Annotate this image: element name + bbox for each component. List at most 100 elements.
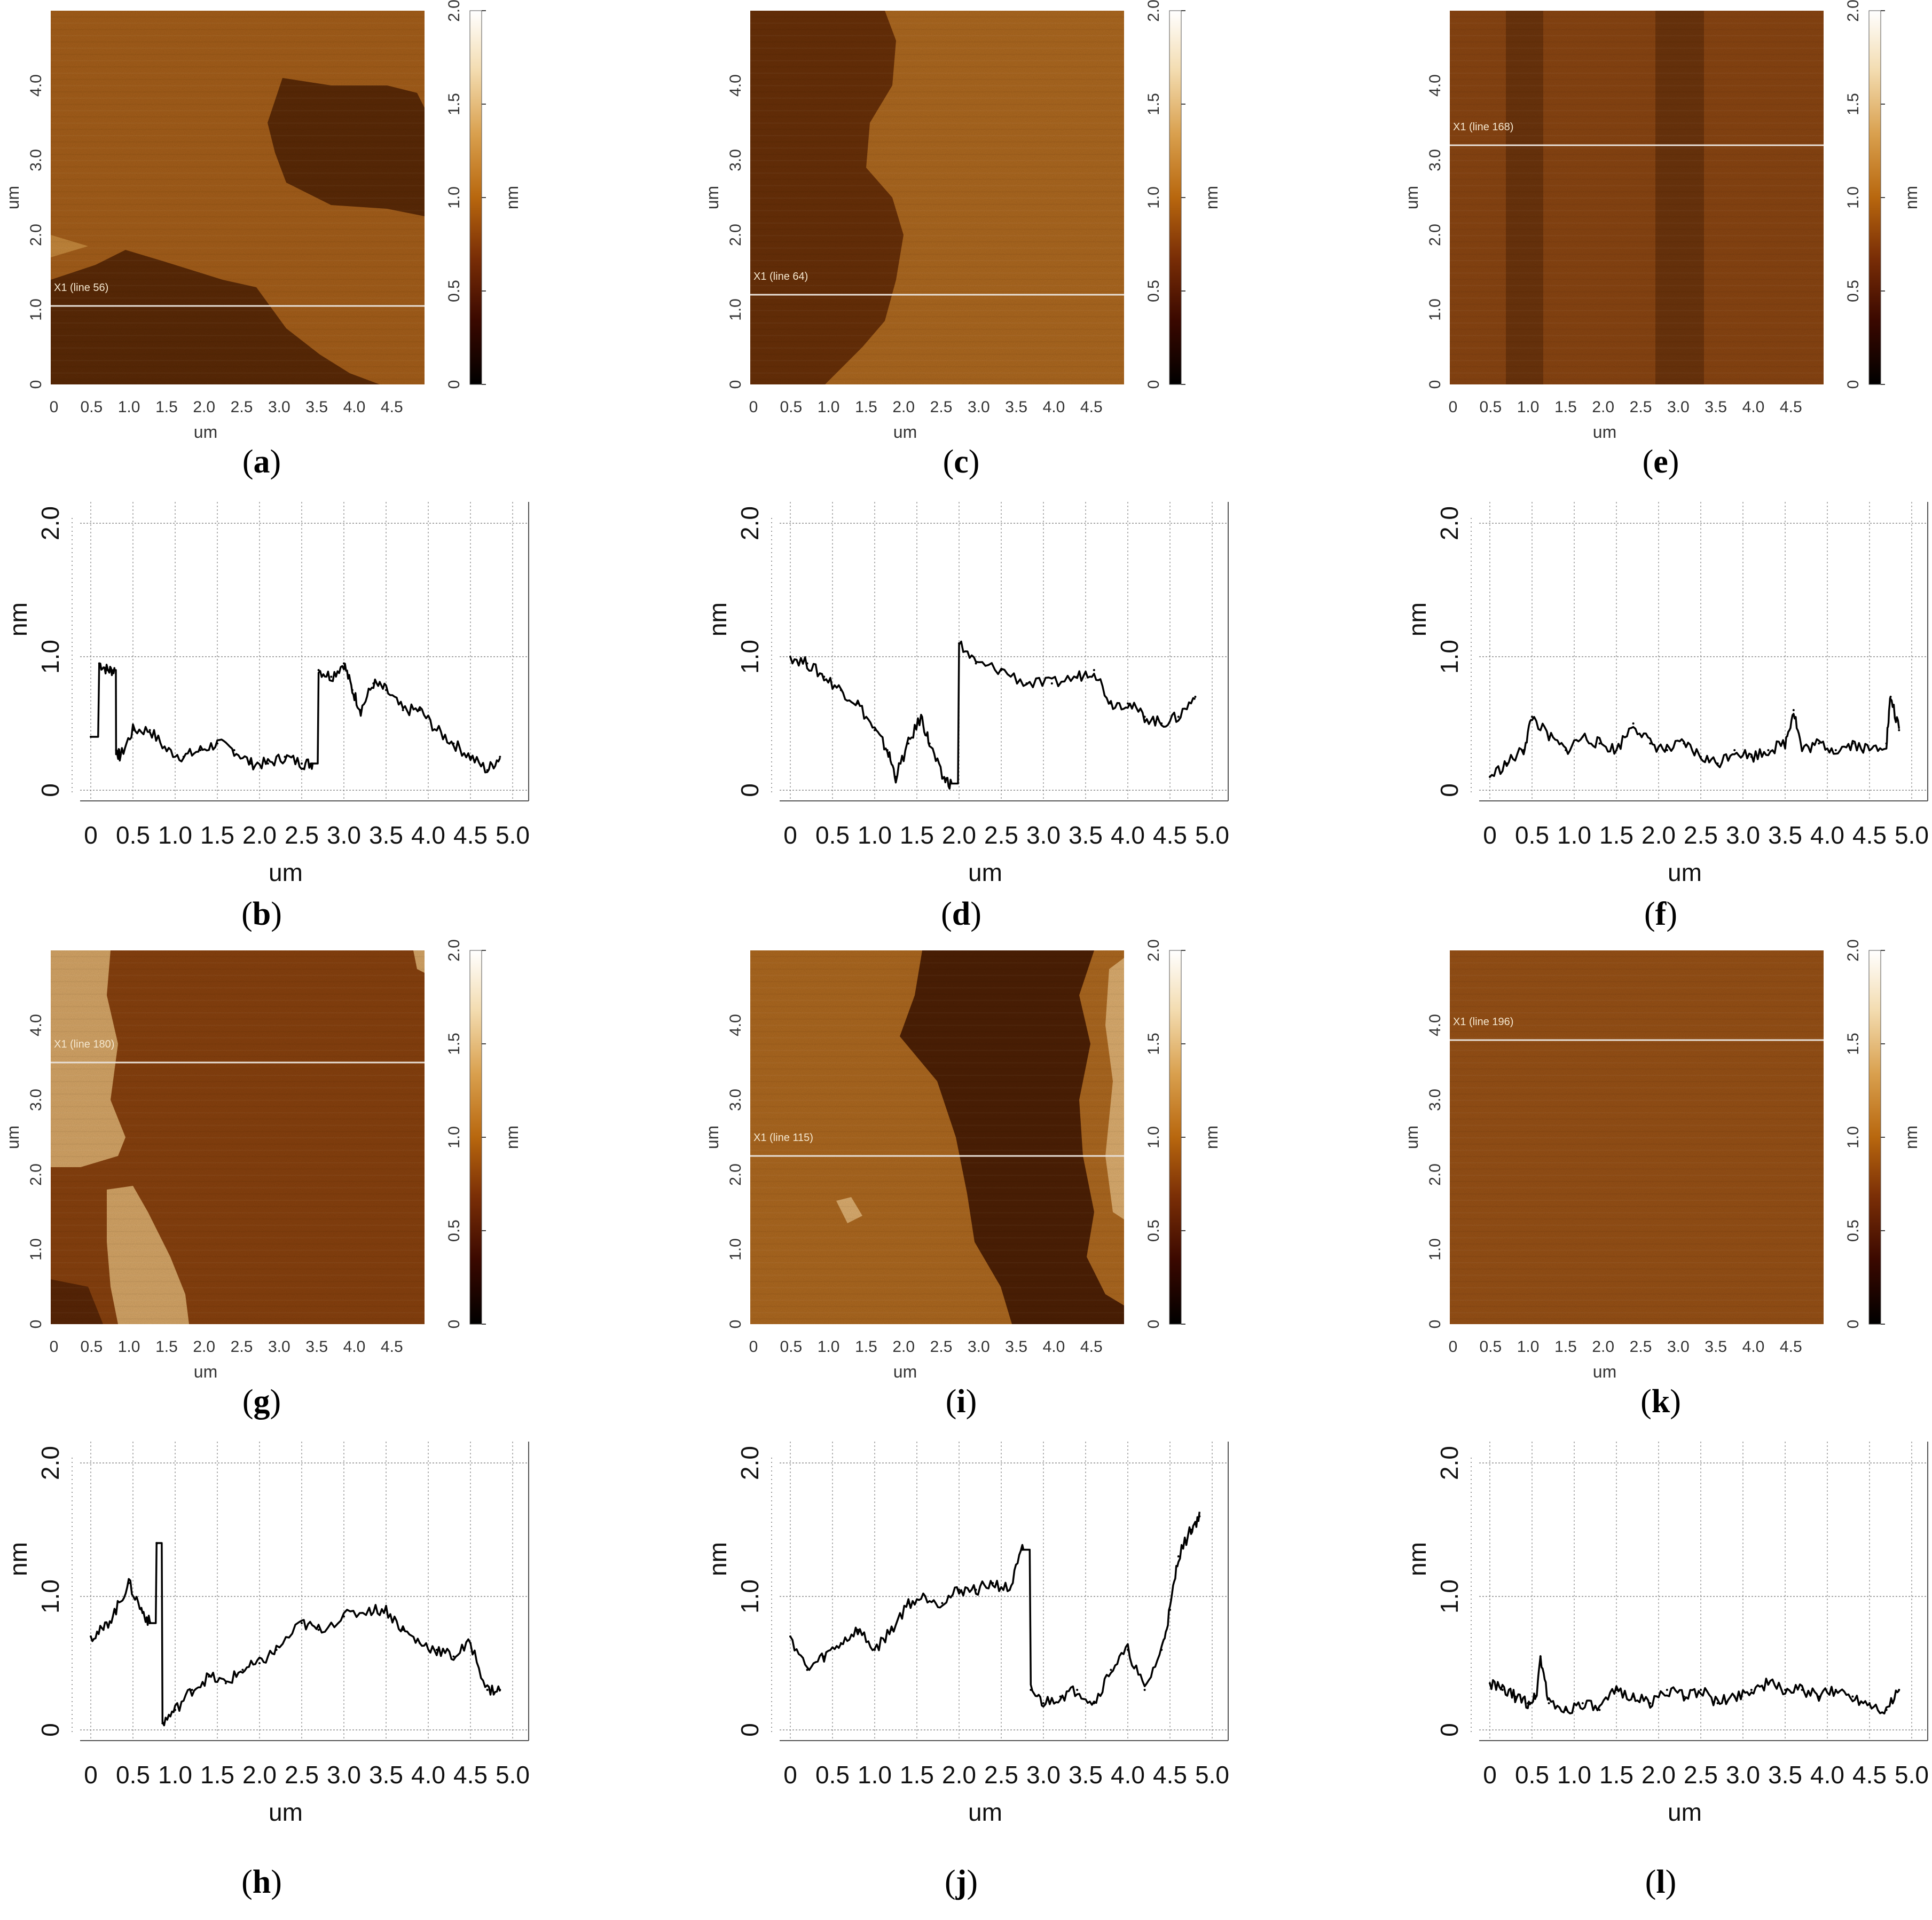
profile-x-tick: 4.0	[1111, 1761, 1145, 1789]
colorbar-tick: 0	[1145, 380, 1163, 389]
profile-data-point	[1716, 1702, 1719, 1704]
profile-x-axis-label: um	[269, 1798, 303, 1826]
profile-data-point	[148, 729, 151, 731]
profile-chart-j: 0 0.5 1.0 1.5 2.0 2.5 3.0 3.5 4.0 4.5 5.0 0 1.0 2.0 um…	[704, 1442, 1229, 1826]
profile-y-tick: 0	[36, 1723, 64, 1737]
colorbar-tick: 0	[1145, 1320, 1163, 1329]
afm-y-axis-label: um	[3, 186, 22, 209]
profile-data-point	[372, 682, 375, 684]
profile-x-tick: 0	[783, 1761, 797, 1789]
profile-data-point	[1615, 1689, 1617, 1691]
profile-data-point	[90, 1635, 92, 1638]
afm-x-tick: 1.0	[1517, 398, 1540, 416]
afm-x-axis-label: um	[1593, 1362, 1616, 1381]
profile-x-tick: 3.5	[1069, 821, 1103, 849]
profile-x-tick: 3.0	[1726, 821, 1760, 849]
profile-data-point	[1632, 1695, 1635, 1698]
profile-data-point	[1177, 715, 1180, 718]
profile-x-tick: 3.0	[1726, 1761, 1760, 1789]
profile-data-point	[1851, 742, 1854, 745]
profile-data-point	[1093, 669, 1095, 671]
colorbar-tick: 0	[1844, 380, 1862, 389]
profile-data-point	[1868, 1702, 1871, 1704]
afm-x-tick: 3.0	[268, 398, 290, 416]
profile-y-axis-label: nm	[704, 1542, 732, 1576]
profile-x-tick: 0	[1483, 1761, 1497, 1789]
caption-letter: f	[1655, 896, 1667, 932]
caption-k: (k)	[1640, 1383, 1681, 1420]
colorbar-tick: 1.5	[1844, 1033, 1862, 1055]
afm-x-tick: 3.5	[305, 398, 328, 416]
colorbar-tick: 1.5	[1145, 93, 1163, 115]
colorbar-tick: 1.5	[1145, 1033, 1163, 1055]
afm-x-tick: 3.0	[968, 1338, 990, 1356]
colorbar-tick: 2.0	[445, 939, 463, 962]
afm-x-tick: 4.0	[1043, 1338, 1065, 1356]
profile-data-point	[1059, 1695, 1062, 1698]
profile-x-tick: 4.5	[1852, 1761, 1887, 1789]
profile-x-tick: 4.5	[1153, 821, 1187, 849]
profile-data-point	[301, 762, 303, 765]
profile-series-line	[91, 662, 501, 774]
profile-data-point	[1076, 675, 1079, 678]
profile-data-point	[241, 1669, 244, 1671]
afm-x-tick: 0.5	[1479, 398, 1502, 416]
profile-data-point	[907, 742, 910, 745]
caption-letter: g	[254, 1383, 270, 1420]
profile-data-point	[199, 749, 202, 751]
afm-scan-label: X1 (line 180)	[54, 1038, 114, 1050]
caption-c: (c)	[943, 444, 980, 480]
profile-x-tick: 0.5	[815, 1761, 850, 1789]
colorbar-tick: 2.0	[1844, 939, 1862, 962]
profile-y-tick: 1.0	[736, 1579, 764, 1614]
colorbar	[1169, 950, 1182, 1325]
afm-x-tick: 2.0	[193, 1338, 215, 1356]
profile-y-tick: 2.0	[1435, 1446, 1463, 1480]
afm-terrace-bright	[413, 950, 425, 973]
afm-y-axis-label: um	[1402, 186, 1421, 209]
afm-noise	[1450, 11, 1824, 384]
profile-data-point	[958, 642, 960, 644]
caption-letter: i	[956, 1383, 965, 1420]
profile-x-tick: 0	[1483, 821, 1497, 849]
profile-data-point	[789, 656, 791, 658]
afm-x-tick: 4.5	[1780, 398, 1802, 416]
colorbar-tick: 2.0	[445, 0, 463, 22]
profile-data-point	[890, 1628, 893, 1631]
colorbar-tick: 2.0	[1844, 0, 1862, 22]
profile-data-point	[166, 749, 168, 751]
afm-y-tick: 0	[1426, 1320, 1444, 1329]
profile-data-point	[1818, 1695, 1820, 1698]
colorbar	[469, 950, 482, 1325]
profile-data-point	[1127, 1649, 1129, 1651]
profile-data-point	[1143, 1689, 1146, 1691]
afm-terrace-dark	[900, 950, 1124, 1324]
afm-x-tick: 2.5	[1630, 1338, 1652, 1356]
afm-y-tick: 1.0	[727, 298, 744, 321]
profile-data-point	[98, 662, 100, 665]
afm-noise	[1450, 950, 1824, 1324]
profile-data-point	[1050, 682, 1053, 684]
caption-letter: c	[954, 444, 969, 480]
caption-b: (b)	[241, 896, 282, 932]
afm-x-tick: 1.5	[155, 398, 178, 416]
afm-y-axis-label: um	[3, 1126, 22, 1149]
afm-terrace-dark	[268, 78, 425, 216]
colorbar-tick: 0.5	[1145, 280, 1163, 302]
afm-x-tick: 4.0	[1742, 1338, 1765, 1356]
afm-x-tick: 3.0	[968, 398, 990, 416]
afm-y-tick: 1.0	[1426, 1238, 1444, 1261]
profile-data-point	[857, 1628, 859, 1631]
colorbar-label: nm	[502, 186, 522, 209]
profile-x-tick: 4.0	[1810, 1761, 1844, 1789]
afm-x-tick: 3.5	[1005, 1338, 1027, 1356]
profile-x-tick: 5.0	[1895, 1761, 1929, 1789]
profile-data-point	[958, 1588, 960, 1591]
profile-x-tick: 1.5	[200, 1761, 234, 1789]
profile-x-tick: 1.0	[1557, 821, 1591, 849]
caption-a: (a)	[242, 444, 281, 480]
caption-j: (j)	[945, 1864, 978, 1900]
profile-y-axis-label: nm	[4, 1542, 32, 1576]
afm-panel-a: X1 (line 56) 0 0.5 1.0 1.5 2.0 2.5 3.0 3.5 4.0 4.5…	[3, 0, 522, 442]
profile-data-point	[1801, 1689, 1803, 1691]
